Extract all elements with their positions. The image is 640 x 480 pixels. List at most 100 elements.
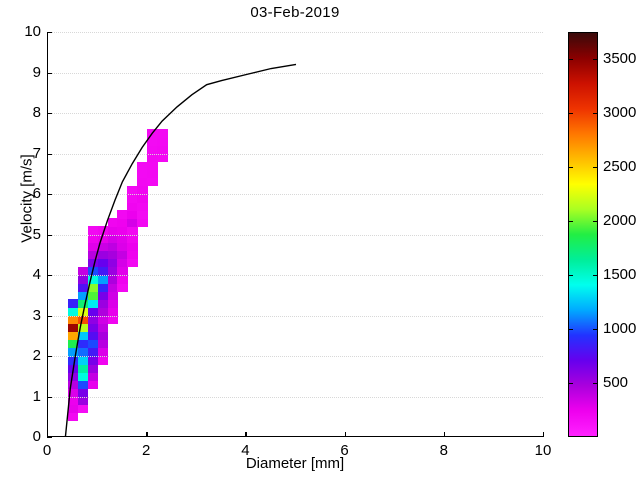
histogram-cell — [87, 283, 99, 292]
histogram-cell — [87, 234, 99, 244]
histogram-cell — [147, 137, 158, 146]
histogram-cell — [117, 234, 128, 244]
histogram-cell — [127, 202, 138, 211]
histogram-cell — [137, 202, 148, 211]
colorbar-tick-right — [593, 59, 598, 61]
histogram-cell — [97, 226, 109, 236]
y-tick-mark — [47, 153, 52, 155]
gridline-horizontal — [48, 113, 543, 114]
histogram-cell — [67, 372, 79, 381]
y-tick-label: 1 — [32, 387, 41, 405]
colorbar-tick-label: 3500 — [603, 50, 637, 67]
x-tick-label: 2 — [142, 442, 151, 459]
y-tick-label: 6 — [32, 185, 41, 202]
histogram-cell — [77, 315, 89, 325]
colorbar-tick-label: 1000 — [603, 320, 637, 337]
histogram-cell — [87, 275, 99, 284]
histogram-cell — [77, 339, 89, 349]
colorbar-tick-left — [568, 113, 573, 115]
histogram-cell — [97, 283, 109, 292]
histogram-cell — [127, 218, 138, 227]
histogram-cell — [77, 266, 89, 276]
plot-axes — [47, 32, 543, 437]
y-tick-label: 4 — [32, 266, 41, 283]
histogram-cell — [127, 210, 138, 219]
colorbar-tick-label: 2000 — [603, 212, 637, 229]
histogram-cell — [77, 331, 89, 341]
histogram-cell — [87, 315, 99, 325]
terminal-velocity-curve — [64, 63, 297, 436]
histogram-cell — [97, 299, 109, 308]
histogram-cell — [137, 218, 148, 227]
histogram-cell — [127, 234, 138, 244]
y-tick-label: 7 — [32, 144, 41, 162]
y-tick-mark — [47, 72, 52, 74]
histogram-cell — [147, 177, 158, 187]
histogram-cell — [77, 372, 89, 381]
histogram-cell — [67, 388, 79, 398]
histogram-cell — [97, 307, 109, 317]
histogram-cell — [147, 169, 158, 179]
histogram-cell — [107, 283, 119, 292]
colorbar-tick-label: 500 — [603, 374, 629, 391]
x-tick-label: 8 — [439, 442, 448, 459]
histogram-cell — [67, 299, 79, 308]
gridline-horizontal — [48, 315, 543, 317]
y-tick-label: 0 — [32, 428, 41, 445]
histogram-cell — [67, 339, 79, 349]
histogram-cell — [137, 169, 148, 179]
gridline-horizontal — [48, 396, 543, 398]
colorbar-tick-left — [568, 59, 573, 61]
histogram-cell — [137, 177, 148, 187]
x-axis-label: Diameter [mm] — [245, 455, 345, 472]
histogram-cell — [107, 218, 119, 227]
histogram-cell — [107, 307, 119, 317]
histogram-cell — [117, 226, 128, 236]
histogram-cell — [97, 266, 109, 276]
histogram-cell — [147, 153, 158, 163]
histogram-cell — [157, 129, 168, 138]
histogram-cell — [117, 258, 128, 268]
histogram-cell — [67, 412, 79, 422]
gridline-horizontal — [48, 153, 543, 155]
histogram-cell — [97, 291, 109, 300]
histogram-cell — [157, 145, 168, 155]
histogram-cell — [97, 347, 109, 357]
y-tick-mark — [47, 113, 52, 115]
x-tick-mark — [344, 432, 346, 437]
colorbar-gradient — [569, 33, 597, 436]
gridline-horizontal — [48, 234, 543, 236]
histogram-cell — [87, 356, 99, 365]
y-tick-mark — [47, 437, 52, 439]
x-tick-mark — [245, 432, 247, 437]
histogram-cell — [107, 299, 119, 308]
colorbar-tick-label: 3000 — [603, 104, 637, 121]
histogram-cell — [77, 396, 89, 406]
histogram-cell — [87, 339, 99, 349]
histogram-cell — [107, 291, 119, 300]
histogram-cell — [97, 315, 109, 325]
histogram-cell — [87, 380, 99, 389]
histogram-cell — [97, 275, 109, 284]
histogram-cell — [87, 331, 99, 341]
histogram-cell — [67, 323, 79, 333]
histogram-cell — [67, 396, 79, 406]
histogram-cell — [87, 323, 99, 333]
colorbar-tick-left — [568, 275, 573, 277]
histogram-cell — [107, 275, 119, 284]
histogram-cell — [117, 210, 128, 219]
y-tick-label: 5 — [32, 225, 41, 243]
y-tick-mark — [47, 32, 52, 34]
histogram-cell — [67, 315, 79, 325]
histogram-cell — [127, 250, 138, 260]
colorbar — [568, 32, 598, 437]
y-tick-mark — [47, 396, 52, 398]
histogram-cell — [117, 250, 128, 260]
histogram-cell — [87, 299, 99, 308]
y-tick-mark — [47, 234, 52, 236]
y-tick-mark — [47, 194, 52, 196]
histogram-cell — [77, 388, 89, 398]
histogram-cell — [77, 291, 89, 300]
histogram-cell — [157, 153, 168, 163]
